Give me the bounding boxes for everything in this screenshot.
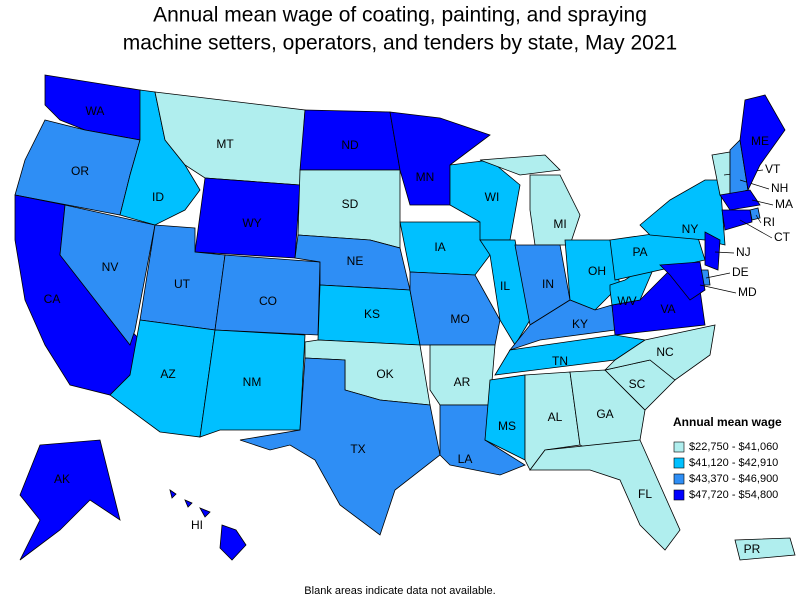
state-label: UT [174, 277, 191, 291]
state-label: ME [751, 134, 769, 148]
state-label: SC [629, 377, 646, 391]
leader-line [739, 219, 773, 239]
legend-title: Annual mean wage [673, 415, 782, 429]
leader-line [705, 272, 731, 279]
state-label: NV [102, 260, 119, 274]
state-label: NC [656, 345, 674, 359]
state-label: DE [732, 265, 749, 279]
state-label: MO [450, 312, 469, 326]
state-label: NM [243, 375, 262, 389]
state-label: NH [771, 181, 788, 195]
state-label: AK [54, 472, 70, 486]
state-label: MN [416, 170, 435, 184]
state-label: VA [660, 302, 675, 316]
leader-line [751, 199, 774, 206]
state-label: VT [765, 162, 781, 176]
leader-line [739, 179, 770, 190]
legend-swatch [673, 441, 685, 453]
state-label: IN [542, 277, 554, 291]
state-label: RI [763, 215, 775, 229]
state-shape [719, 189, 761, 211]
state-label: KS [364, 307, 380, 321]
leader-line [699, 284, 737, 294]
state-label: FL [638, 487, 652, 501]
legend-swatch [673, 457, 685, 469]
state-label: AR [454, 375, 471, 389]
legend-label: $47,720 - $54,800 [689, 489, 778, 501]
state-label: IA [434, 240, 445, 254]
state-label: MD [738, 285, 757, 299]
state-shape [479, 154, 561, 176]
leader-line [714, 251, 735, 254]
state-shape [603, 324, 716, 381]
state-label: PA [632, 245, 647, 259]
state-shape [184, 499, 193, 508]
legend-swatch [673, 489, 685, 501]
title: machine setters, operators, and tenders … [123, 32, 677, 55]
state-shape [59, 204, 156, 346]
state-label: TN [552, 354, 568, 368]
state-label: OH [588, 264, 606, 278]
state-shape [219, 524, 247, 561]
state-shape [609, 264, 656, 306]
state-label: IL [500, 279, 510, 293]
state-shape [199, 329, 306, 438]
state-label: ND [341, 138, 359, 152]
state-label: AL [548, 410, 563, 424]
state-label: NY [682, 222, 699, 236]
state-label: KY [572, 317, 588, 331]
state-label: OR [71, 164, 89, 178]
state-label: WA [86, 104, 105, 118]
state-shape [239, 357, 441, 536]
state-label: LA [458, 452, 473, 466]
state-label: CT [774, 230, 791, 244]
legend-swatch [673, 473, 685, 485]
state-label: AZ [160, 367, 175, 381]
leader-line [755, 214, 762, 224]
state-label: HI [191, 518, 203, 532]
state-label: MT [216, 137, 234, 151]
state-label: WV [617, 294, 636, 308]
state-shape [529, 174, 581, 246]
legend-label: $41,120 - $42,910 [689, 457, 778, 469]
state-label: WI [485, 190, 500, 204]
legend-label: $43,370 - $46,900 [689, 473, 778, 485]
state-shape [409, 271, 501, 346]
state-label: MS [498, 419, 516, 433]
title: Annual mean wage of coating, painting, a… [153, 4, 647, 27]
state-label: ID [152, 190, 164, 204]
note: Blank areas indicate data not available. [304, 585, 495, 597]
state-shape [704, 231, 721, 271]
state-label: WY [242, 216, 261, 230]
state-label: MI [553, 217, 566, 231]
state-label: SD [342, 197, 359, 211]
state-shape [19, 439, 121, 561]
state-shape [564, 239, 621, 311]
state-label: NJ [736, 245, 751, 259]
state-label: CA [44, 292, 61, 306]
state-label: TX [350, 442, 365, 456]
state-shape [721, 209, 753, 231]
legend-label: $22,750 - $41,060 [689, 441, 778, 453]
state-shape [169, 489, 177, 499]
state-label: NE [347, 254, 364, 268]
state-label: MA [775, 197, 793, 211]
state-label: CO [259, 294, 277, 308]
state-shape [529, 439, 681, 551]
state-shape [199, 507, 211, 518]
state-shape [399, 221, 491, 276]
state-shape [734, 537, 796, 561]
state-label: GA [596, 407, 613, 421]
state-shape [659, 261, 706, 301]
state-label: OK [376, 367, 393, 381]
state-label: PR [744, 542, 761, 556]
